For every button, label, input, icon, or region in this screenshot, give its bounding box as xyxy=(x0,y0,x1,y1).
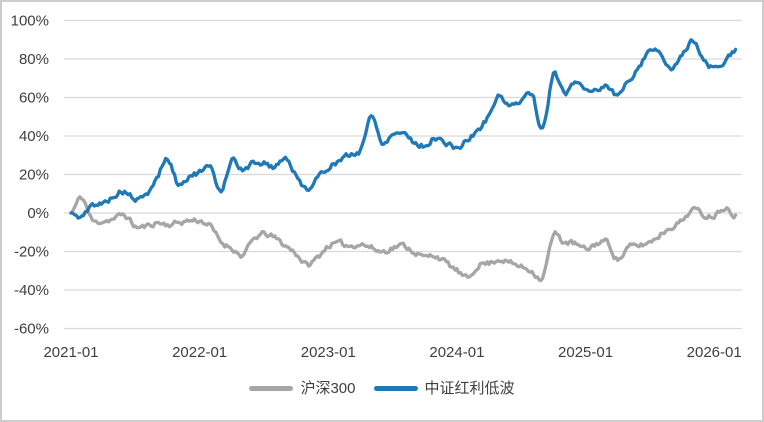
series-line-hs300 xyxy=(69,195,738,283)
legend-item-dividend-low-vol: 中证红利低波 xyxy=(373,380,515,397)
x-axis-tick-label: 2026-01 xyxy=(687,344,742,361)
series-line-dividend-low-vol xyxy=(69,38,738,220)
y-axis-tick-label: -20% xyxy=(14,244,49,261)
y-axis-tick-label: 80% xyxy=(19,51,49,68)
y-axis-tick-label: 0% xyxy=(27,205,49,222)
y-axis-tick-label: 20% xyxy=(19,167,49,184)
legend-label-dividend-low-vol: 中证红利低波 xyxy=(424,380,515,397)
y-axis-tick-label: 100% xyxy=(11,13,49,30)
y-axis-tick-label: 40% xyxy=(19,128,49,145)
y-axis-tick-label: -40% xyxy=(14,282,49,299)
legend-label-hs300: 沪深300 xyxy=(300,380,356,397)
legend-item-hs300: 沪深300 xyxy=(249,380,356,397)
y-axis-tick-label: -60% xyxy=(14,321,49,338)
legend-line-swatch-hs300 xyxy=(249,386,294,391)
chart-legend: 沪深300 中证红利低波 xyxy=(0,381,764,396)
x-axis-tick-label: 2023-01 xyxy=(301,344,356,361)
x-axis-tick-label: 2024-01 xyxy=(429,344,484,361)
x-axis-tick-label: 2022-01 xyxy=(172,344,227,361)
x-axis-tick-label: 2025-01 xyxy=(558,344,613,361)
legend-line-swatch-dividend-low-vol xyxy=(373,386,418,391)
x-axis-tick-label: 2021-01 xyxy=(43,344,98,361)
y-axis-tick-label: 60% xyxy=(19,90,49,107)
